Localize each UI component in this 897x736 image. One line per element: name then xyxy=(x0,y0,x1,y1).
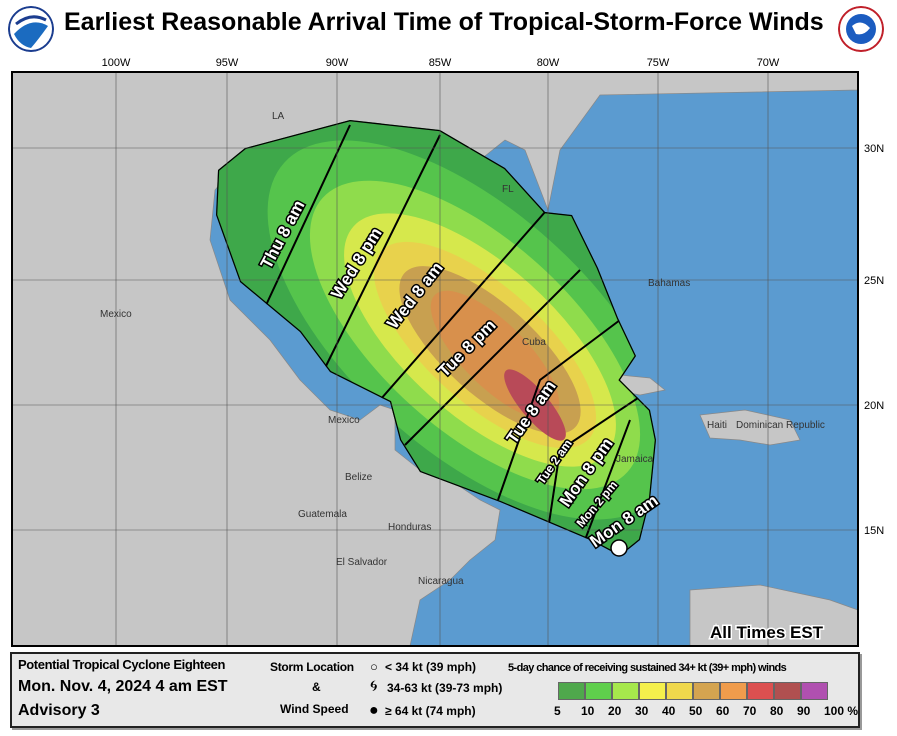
lon-label: 80W xyxy=(537,57,560,69)
scale-swatch xyxy=(747,682,774,700)
nws-logo xyxy=(838,6,884,52)
lat-label: 25N xyxy=(864,275,884,287)
lat-label: 20N xyxy=(864,400,884,412)
tropical-storm-icon: 🌀︎ xyxy=(370,678,378,695)
amp-label: & xyxy=(312,680,321,694)
scale-swatch xyxy=(666,682,693,700)
noaa-logo xyxy=(8,6,54,52)
lon-label: 85W xyxy=(429,57,452,69)
place-label: Honduras xyxy=(388,522,431,533)
scale-tick-label: 20 xyxy=(608,704,622,718)
map: 100W 95W 90W 85W 80W 75W 70W 30N 25N 20N… xyxy=(11,57,884,647)
place-label: Bahamas xyxy=(648,278,690,289)
scale-swatch xyxy=(774,682,801,700)
place-label: Mexico xyxy=(100,309,132,320)
hurricane-icon: ● xyxy=(369,702,379,719)
lon-label: 90W xyxy=(326,57,349,69)
symbol-label: 34-63 kt (39-73 mph) xyxy=(387,681,503,695)
scale-swatch xyxy=(639,682,666,700)
lon-label: 95W xyxy=(216,57,239,69)
place-label: Haiti xyxy=(707,420,727,431)
land xyxy=(12,72,858,646)
place-label: Dominican Republic xyxy=(736,420,825,431)
times-note: All Times EST xyxy=(710,623,824,642)
place-label: FL xyxy=(502,184,514,195)
place-label: Jamaica xyxy=(616,454,654,465)
place-label: El Salvador xyxy=(336,557,388,568)
scale-tick-label: 5 xyxy=(554,704,561,718)
scale-tick-label: 100 % xyxy=(824,704,859,718)
place-label: Belize xyxy=(345,472,373,483)
place-label: LA xyxy=(272,111,285,122)
scale-tick-label: 30 xyxy=(635,704,649,718)
scale-tick-label: 40 xyxy=(662,704,676,718)
advisory-date: Mon. Nov. 4, 2024 4 am EST xyxy=(18,678,228,695)
symbol-label: ≥ 64 kt (74 mph) xyxy=(385,704,476,718)
scale-tick-label: 10 xyxy=(581,704,595,718)
storm-location-marker xyxy=(610,539,628,557)
symbol-label: < 34 kt (39 mph) xyxy=(385,660,477,674)
map-title: Earliest Reasonable Arrival Time of Trop… xyxy=(64,8,824,36)
scale-swatch xyxy=(585,682,612,700)
advisory-number: Advisory 3 xyxy=(18,702,100,719)
scale-tick-label: 50 xyxy=(689,704,703,718)
lon-label: 75W xyxy=(647,57,670,69)
graticule xyxy=(12,72,858,646)
lat-label: 30N xyxy=(864,143,884,155)
storm-location-label: Storm Location xyxy=(270,660,354,674)
scale-tick-label: 80 xyxy=(770,704,784,718)
legend: Potential Tropical Cyclone Eighteen Mon.… xyxy=(10,652,860,728)
open-circle-icon: ○ xyxy=(370,659,378,674)
place-label: Mexico xyxy=(328,415,360,426)
scale-swatch xyxy=(693,682,720,700)
scale-swatch xyxy=(720,682,747,700)
place-label: Nicaragua xyxy=(418,576,464,587)
scale-tick-label: 90 xyxy=(797,704,811,718)
place-label: Guatemala xyxy=(298,509,347,520)
scale-tick-label: 60 xyxy=(716,704,730,718)
wind-speed-label: Wind Speed xyxy=(280,702,349,716)
lon-label: 70W xyxy=(757,57,780,69)
lon-label: 100W xyxy=(102,57,131,69)
scale-swatch xyxy=(612,682,639,700)
scale-swatch xyxy=(558,682,585,700)
lat-label: 15N xyxy=(864,525,884,537)
storm-name: Potential Tropical Cyclone Eighteen xyxy=(18,657,226,672)
scale-title: 5-day chance of receiving sustained 34+ … xyxy=(508,662,787,674)
scale-tick-label: 70 xyxy=(743,704,757,718)
scale-swatch xyxy=(801,682,828,700)
place-label: Cuba xyxy=(522,337,546,348)
